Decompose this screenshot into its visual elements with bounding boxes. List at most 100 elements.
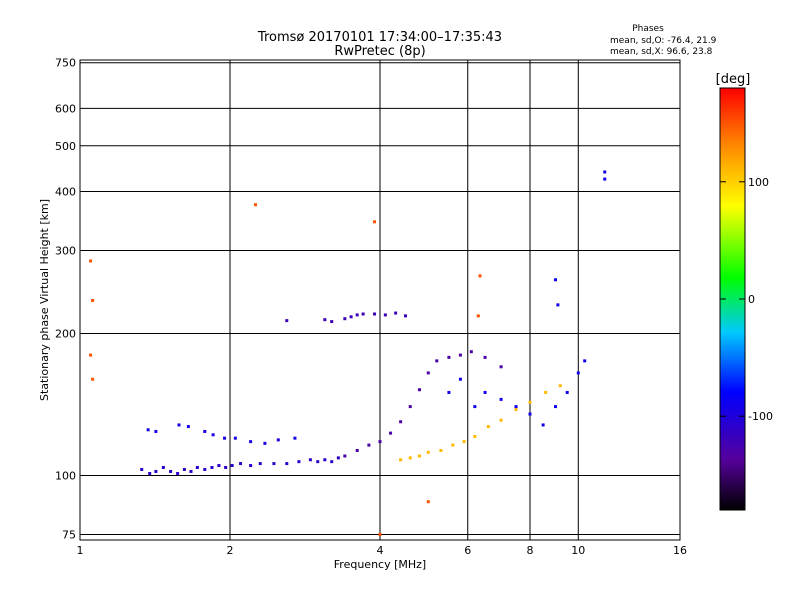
echo-point bbox=[89, 259, 93, 263]
chart-title: Tromsø 20170101 17:34:00–17:35:43 bbox=[257, 30, 502, 45]
echo-point bbox=[528, 400, 532, 404]
echo-series bbox=[140, 456, 340, 475]
echo-point bbox=[469, 350, 473, 354]
echo-point bbox=[203, 467, 207, 471]
echo-point bbox=[389, 431, 393, 435]
echo-point bbox=[583, 359, 587, 363]
echo-point bbox=[224, 465, 228, 469]
echo-point bbox=[565, 390, 569, 394]
echo-point bbox=[439, 448, 443, 452]
echo-point bbox=[499, 397, 503, 401]
echo-point bbox=[258, 462, 262, 466]
echo-point bbox=[186, 425, 190, 429]
echo-point bbox=[343, 454, 347, 458]
echo-point bbox=[558, 384, 562, 388]
echo-point bbox=[394, 311, 398, 315]
echo-point bbox=[293, 436, 297, 440]
x-tick-label: 8 bbox=[527, 544, 534, 557]
echo-point bbox=[285, 319, 289, 323]
echo-point bbox=[276, 438, 280, 442]
echo-point bbox=[447, 355, 451, 359]
echo-point bbox=[603, 170, 607, 174]
y-tick-label: 100 bbox=[55, 470, 76, 483]
echo-point bbox=[308, 458, 312, 462]
echo-point bbox=[91, 298, 95, 302]
echo-point bbox=[483, 355, 487, 359]
echo-point bbox=[378, 440, 382, 444]
echo-point bbox=[316, 460, 320, 464]
echo-point bbox=[447, 390, 451, 394]
echo-point bbox=[462, 440, 466, 444]
echo-point bbox=[408, 456, 412, 460]
echo-point bbox=[211, 433, 215, 437]
stats-x-mode: mean, sd,X: 96.6, 23.8 bbox=[610, 47, 713, 57]
echo-point bbox=[483, 390, 487, 394]
y-axis-label: Stationary phase Virtual Height [km] bbox=[38, 199, 51, 401]
echo-point bbox=[378, 532, 382, 536]
echo-point bbox=[458, 377, 462, 381]
echo-point bbox=[478, 274, 482, 278]
echo-point bbox=[169, 469, 173, 473]
echo-series bbox=[399, 384, 562, 462]
echo-points bbox=[89, 170, 607, 536]
echo-point bbox=[230, 464, 234, 468]
echo-point bbox=[541, 423, 545, 427]
chart-subtitle: RwPretec (8p) bbox=[334, 44, 425, 59]
echo-point bbox=[383, 313, 387, 317]
echo-point bbox=[146, 428, 150, 432]
echo-point bbox=[473, 405, 477, 409]
echo-point bbox=[239, 462, 243, 466]
echo-point bbox=[367, 443, 371, 447]
echo-point bbox=[272, 462, 276, 466]
y-axis: 75 100 200 300 400 500 600 750 bbox=[55, 57, 76, 542]
x-tick-label: 16 bbox=[673, 544, 687, 557]
echo-point bbox=[399, 420, 403, 424]
echo-point bbox=[323, 318, 327, 322]
echo-point bbox=[253, 203, 257, 207]
colorbar-label: [deg] bbox=[716, 72, 751, 87]
echo-point bbox=[355, 448, 359, 452]
stats-o-mode: mean, sd,O: -76.4, 21.9 bbox=[610, 36, 717, 46]
x-tick-label: 10 bbox=[571, 544, 585, 557]
echo-series bbox=[343, 350, 503, 458]
echo-point bbox=[451, 443, 455, 447]
y-tick-label: 500 bbox=[55, 140, 76, 153]
echo-series bbox=[89, 203, 482, 536]
echo-point bbox=[476, 314, 480, 318]
echo-point bbox=[426, 450, 430, 454]
echo-point bbox=[285, 462, 289, 466]
echo-point bbox=[182, 467, 186, 471]
echo-series bbox=[146, 423, 297, 445]
echo-point bbox=[528, 412, 532, 416]
echo-point bbox=[553, 278, 557, 282]
echo-point bbox=[426, 500, 430, 504]
echo-series bbox=[285, 311, 407, 324]
echo-point bbox=[233, 436, 237, 440]
echo-point bbox=[217, 464, 221, 468]
x-tick-label: 4 bbox=[377, 544, 384, 557]
echo-point bbox=[361, 312, 365, 316]
x-axis: 1 2 4 6 8 10 16 bbox=[77, 544, 688, 557]
echo-point bbox=[263, 441, 267, 445]
echo-point bbox=[603, 177, 607, 181]
echo-point bbox=[210, 465, 214, 469]
echo-series bbox=[447, 170, 607, 427]
echo-point bbox=[330, 460, 334, 464]
echo-point bbox=[417, 454, 421, 458]
echo-point bbox=[458, 353, 462, 357]
echo-point bbox=[553, 405, 557, 409]
echo-point bbox=[435, 359, 439, 363]
echo-point bbox=[140, 467, 144, 471]
echo-point bbox=[189, 469, 193, 473]
echo-point bbox=[148, 471, 152, 475]
echo-point bbox=[195, 465, 199, 469]
y-tick-label: 750 bbox=[55, 57, 76, 70]
x-tick-label: 1 bbox=[77, 544, 84, 557]
colorbar-ticks: 100 0 -100 bbox=[720, 176, 773, 423]
colorbar-tick-label: 100 bbox=[748, 176, 769, 189]
echo-point bbox=[297, 460, 301, 464]
grid-lines bbox=[80, 60, 680, 540]
y-tick-label: 200 bbox=[55, 328, 76, 341]
echo-point bbox=[343, 317, 347, 321]
